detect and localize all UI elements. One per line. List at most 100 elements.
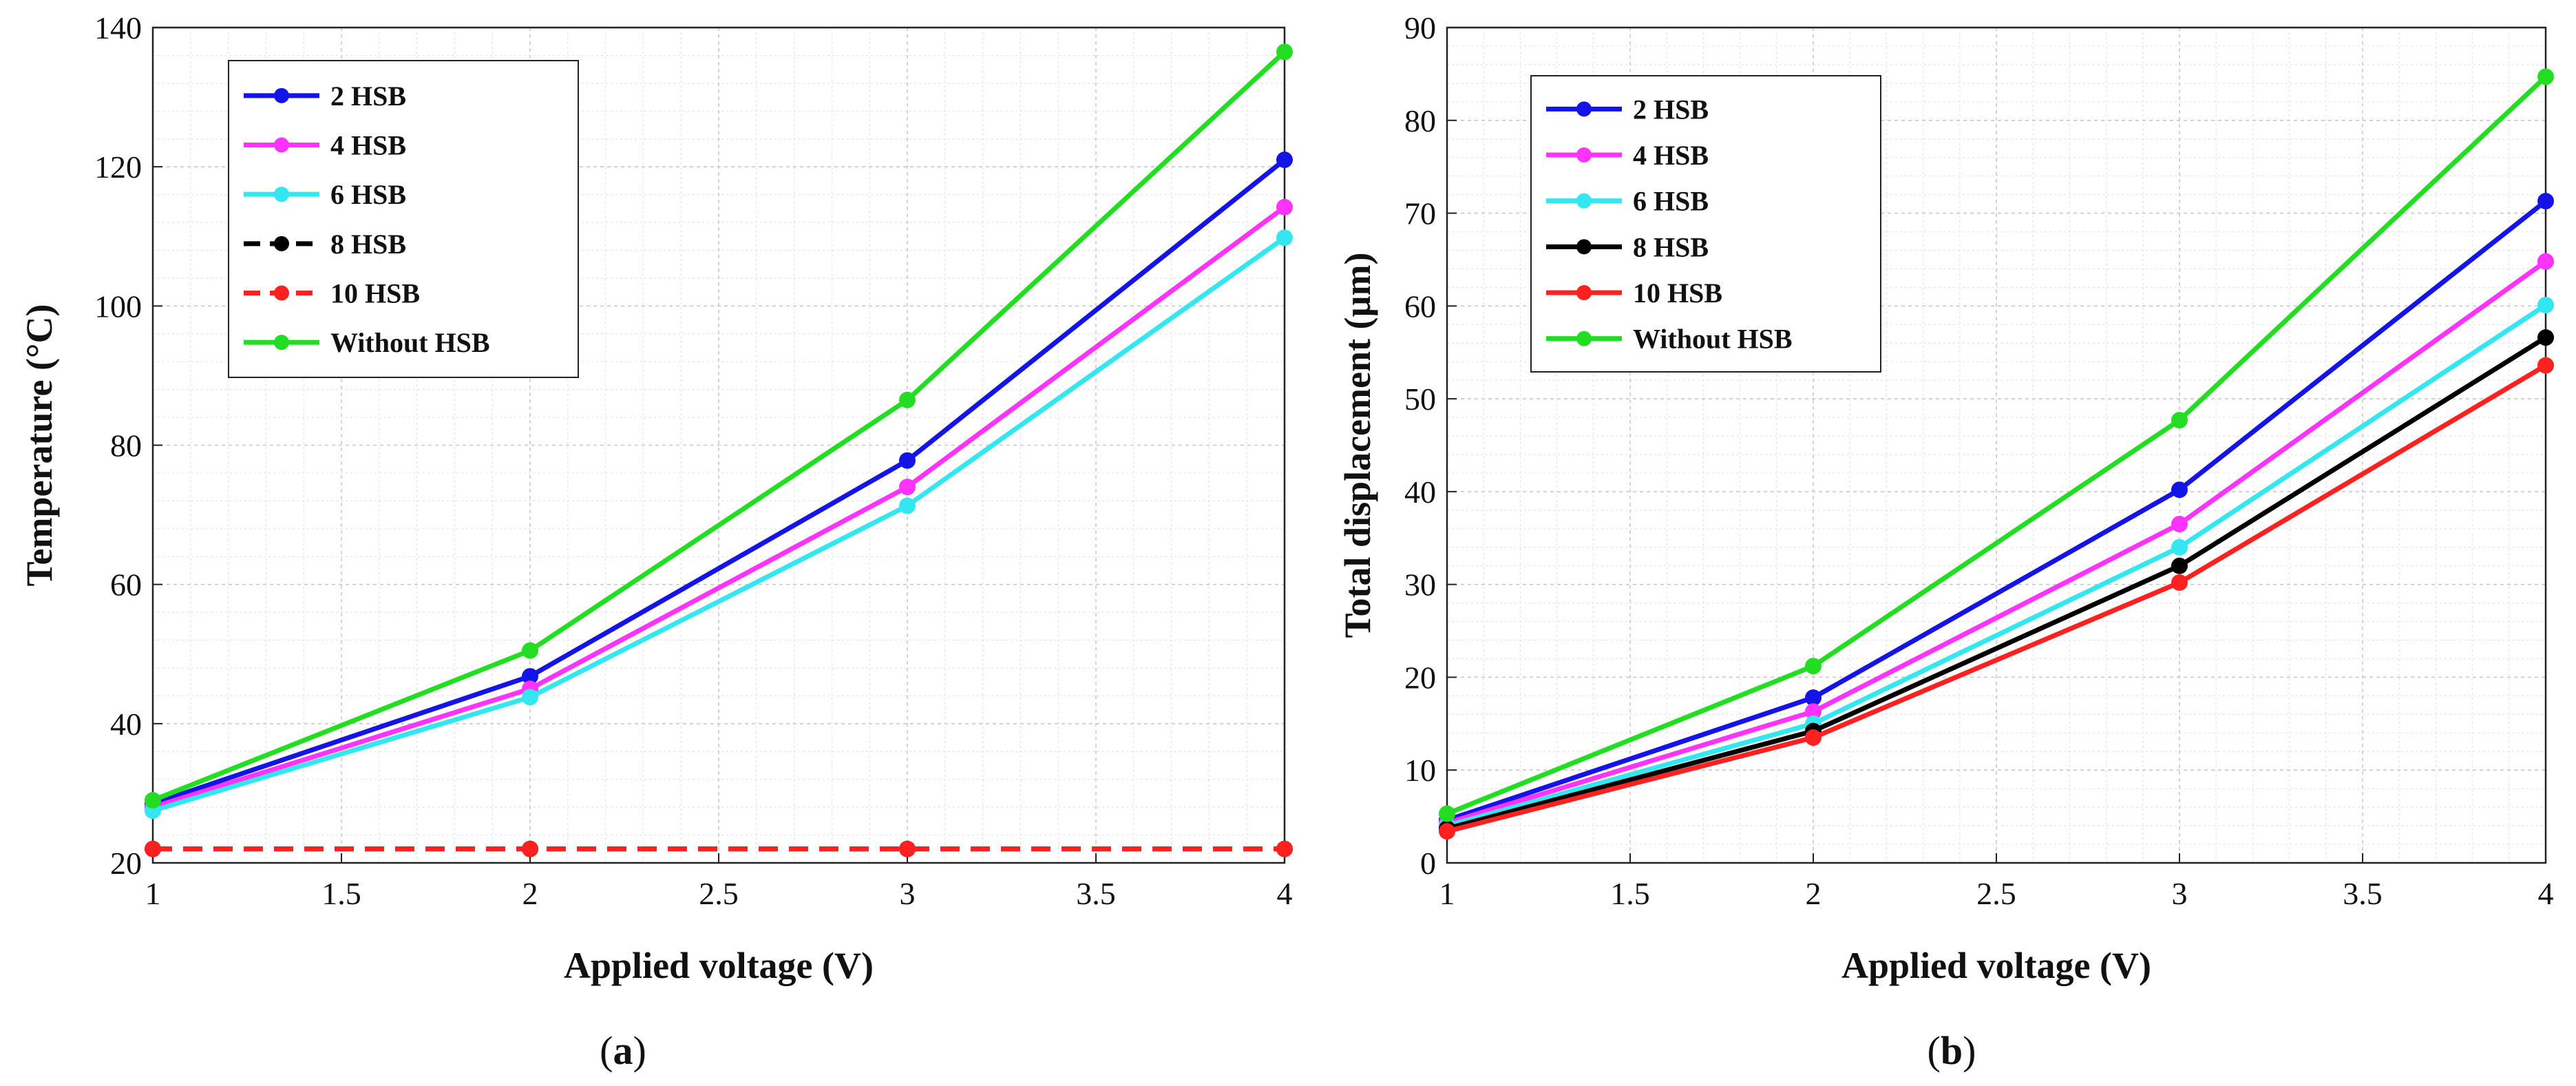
legend-label: 10 HSB [1633,278,1722,309]
legend: 2 HSB 4 HSB 6 HSB 8 HSB 10 HSB Without HSB [228,60,579,378]
y-axis-label: Total displacement (µm) [1337,252,1378,638]
data-point [2171,516,2188,533]
series-without-hsb [1439,68,2554,822]
data-point [899,391,916,408]
y-tick-label: 80 [1404,103,1436,138]
x-tick-label: 3 [2172,876,2188,911]
y-tick-label: 20 [110,846,142,881]
data-point [899,497,916,514]
panel-caption: (a) [600,1028,646,1073]
y-tick-label: 90 [1404,10,1436,45]
data-point [145,840,161,857]
caption-open: ( [600,1028,613,1073]
x-tick-label: 3.5 [1076,876,1116,911]
data-point [1276,229,1293,247]
y-tick-label: 20 [1404,660,1436,695]
series-line [1446,363,2547,834]
series-line [1446,303,2547,828]
data-point [2171,412,2188,429]
x-tick-label: 4 [2538,876,2554,911]
legend-marker [274,285,289,301]
x-tick-label: 1 [145,876,161,911]
legend-marker [1576,331,1592,346]
legend-label: 4 HSB [330,130,406,161]
data-point [1276,43,1293,61]
legend-label: 2 HSB [1633,94,1709,125]
panel-caption: (b) [1928,1028,1976,1073]
data-point [1805,729,1822,746]
data-point [2537,68,2554,85]
legend-label: 2 HSB [330,81,406,112]
series-line [1446,259,2548,826]
y-tick-label: 80 [110,428,142,463]
series-4-hsb [1439,253,2554,832]
caption-open: ( [1928,1028,1941,1073]
legend-marker [274,187,289,202]
legend-marker [1576,239,1592,255]
series-10-hsb [145,840,1293,857]
legend-label: 8 HSB [330,229,406,260]
y-tick-label: 140 [94,10,142,45]
data-point [2171,481,2188,499]
series-line [151,205,1287,810]
x-tick-label: 2 [1806,876,1822,911]
data-point [899,479,916,496]
y-tick-label: 60 [1404,289,1436,324]
data-point [522,668,538,685]
legend: 2 HSB 4 HSB 6 HSB 8 HSB 10 HSB Without HSB [1530,75,1881,373]
data-point [2537,193,2554,210]
y-tick-label: 70 [1404,196,1436,231]
x-tick-label: 4 [1277,876,1293,911]
caption-close: ) [633,1028,646,1073]
series-line [1446,74,2548,816]
legend-label: 6 HSB [330,179,406,210]
legend-marker [274,236,289,251]
series-without-hsb [145,43,1293,809]
legend-marker [1576,285,1592,300]
legend-marker [1576,193,1592,209]
x-tick-label: 1 [1439,876,1455,911]
x-tick-label: 3 [900,876,916,911]
data-point [2537,329,2554,346]
x-tick-label: 1.5 [1610,876,1650,911]
data-point [1439,805,1455,822]
data-point [1276,152,1293,169]
series-10-hsb [1439,357,2554,840]
legend-marker [274,137,289,153]
data-point [2171,539,2188,556]
caption-letter: b [1941,1028,1963,1073]
caption-close: ) [1963,1028,1976,1073]
legend-marker [274,335,289,351]
caption-letter: a [613,1028,633,1073]
data-point [1276,840,1293,857]
data-point [522,689,538,706]
legend-label: 4 HSB [1633,140,1709,171]
data-point [1439,823,1455,840]
y-tick-label: 50 [1404,382,1436,417]
legend-label: 8 HSB [1633,231,1709,262]
y-tick-label: 100 [94,289,142,324]
data-point [899,840,916,857]
chart-b: 1 1.5 2 2.5 3 3.5 40102030405060708090Applied … [1337,10,2554,1073]
legend-label: 10 HSB [330,278,420,309]
data-point [1805,703,1822,720]
legend-marker [1576,101,1592,117]
series-line [151,50,1287,803]
x-tick-label: 3.5 [2343,876,2383,911]
data-point [2171,557,2188,574]
x-tick-label: 2.5 [1976,876,2016,911]
y-tick-label: 10 [1404,753,1436,788]
y-tick-label: 40 [1404,474,1436,510]
data-point [2171,574,2188,591]
data-point [2537,296,2554,313]
legend-label: Without HSB [1633,324,1793,355]
y-tick-label: 120 [94,149,142,185]
data-point [522,642,538,659]
data-point [899,452,916,469]
x-tick-label: 1.5 [321,876,361,911]
legend-marker [274,87,289,103]
x-axis-label: Applied voltage (V) [1841,945,2151,986]
x-tick-label: 2.5 [699,876,739,911]
legend-marker [1576,147,1592,163]
